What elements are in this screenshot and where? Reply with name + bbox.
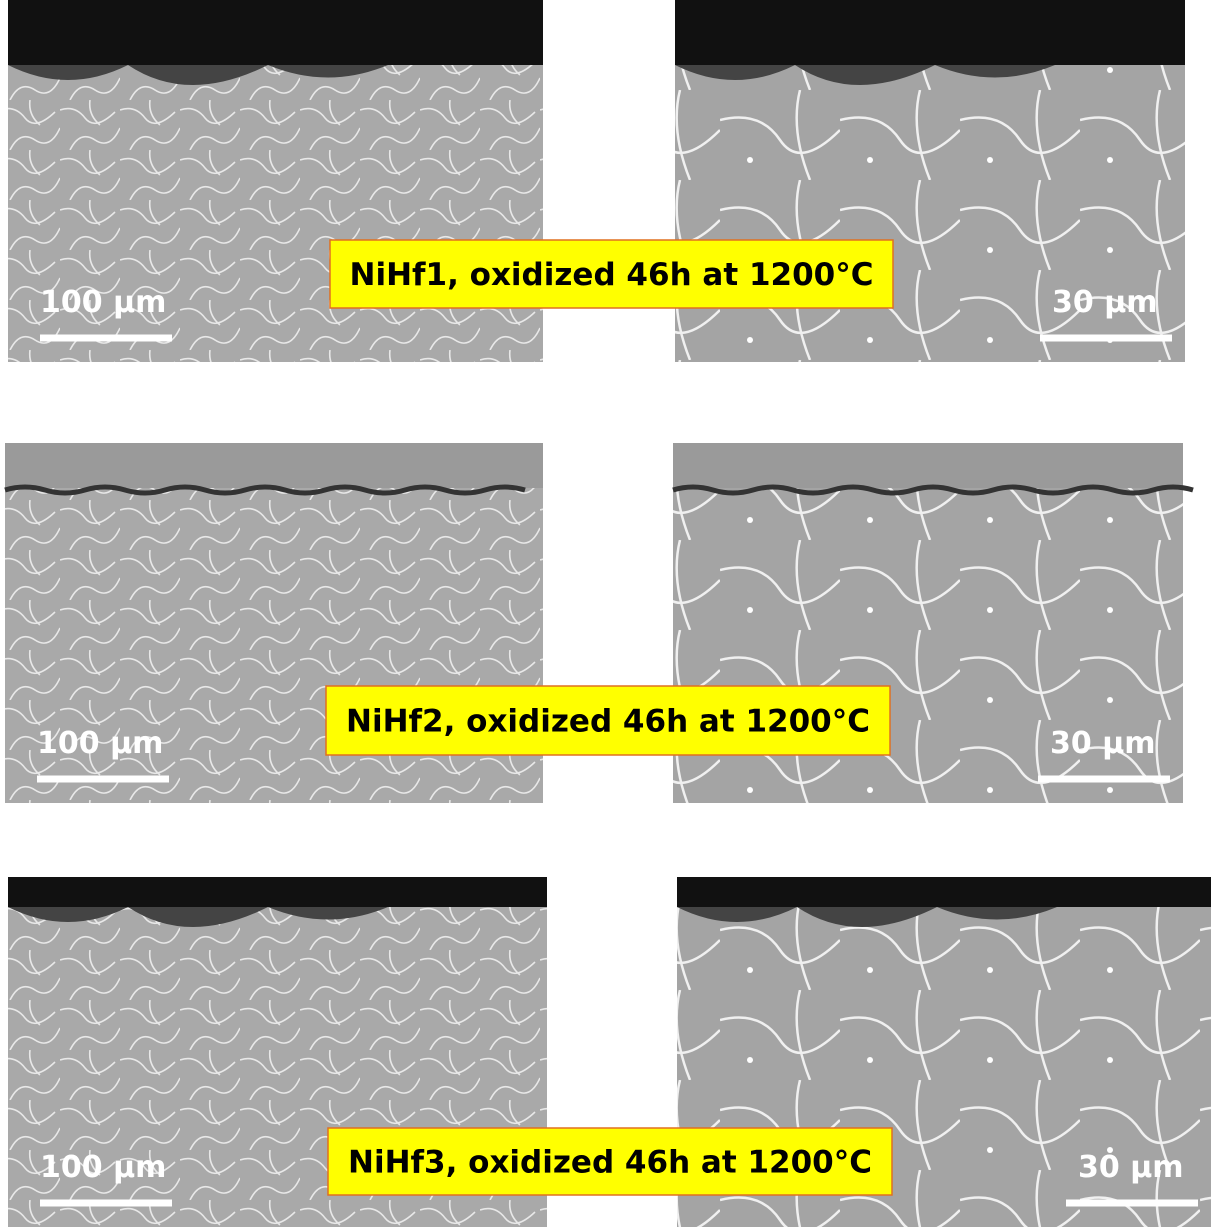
scale-label: 30 µm [1078, 1150, 1184, 1185]
surface [5, 443, 543, 488]
oxide-layer [8, 877, 547, 907]
oxide-layer [8, 0, 543, 65]
oxide-layer [677, 877, 1211, 907]
scale-label: 100 µm [40, 285, 166, 320]
caption: NiHf3, oxidized 46h at 1200°C [348, 1145, 872, 1181]
scale-label: 100 µm [37, 726, 163, 761]
oxide-layer [675, 0, 1185, 65]
page: 100 µm 30 µm NiHf1, oxidized 46h at 1200°C… [0, 0, 1211, 1227]
scale-label: 30 µm [1052, 285, 1158, 320]
scale-label: 30 µm [1050, 726, 1156, 761]
caption: NiHf2, oxidized 46h at 1200°C [346, 704, 870, 740]
caption: NiHf1, oxidized 46h at 1200°C [350, 257, 874, 293]
scale-label: 100 µm [40, 1150, 166, 1185]
surface [673, 443, 1183, 488]
figure: 100 µm 30 µm NiHf1, oxidized 46h at 1200°C… [0, 0, 1211, 1227]
